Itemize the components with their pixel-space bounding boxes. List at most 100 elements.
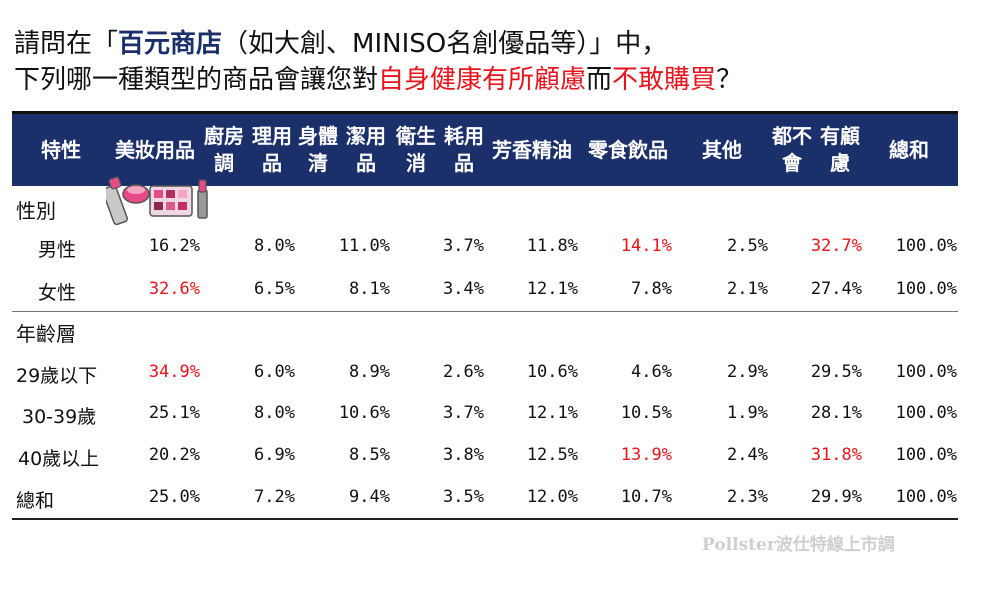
table-cell: 8.5%	[349, 445, 390, 465]
table-cell: 6.5%	[254, 279, 295, 299]
table-cell: 10.5%	[620, 403, 672, 423]
column-header-line: 芳香	[492, 137, 532, 162]
table-divider	[12, 518, 958, 520]
table-cell: 1.9%	[727, 403, 768, 423]
table-cell: 12.1%	[526, 403, 578, 423]
table-cell: 2.1%	[727, 279, 768, 299]
table-cell: 2.9%	[727, 362, 768, 382]
table-cell: 25.1%	[148, 403, 200, 423]
column-header-line: 有顧慮	[820, 124, 860, 175]
table-cell: 32.7%	[810, 236, 862, 256]
column-header: 身體清 潔用品	[294, 114, 390, 186]
column-header-line: 特性	[41, 137, 81, 162]
group-label: 年齡層	[16, 322, 76, 346]
table-cell: 3.8%	[443, 445, 484, 465]
column-header: 芳香 精油	[484, 114, 580, 186]
table-cell: 16.2%	[148, 236, 200, 256]
table-cell: 29.5%	[810, 362, 862, 382]
table-cell: 20.2%	[148, 445, 200, 465]
table-header: 特性 美妝 用品 廚房調 理用品 身體清 潔用品 衛生消 耗用品 芳香 精油 零食 飲品 其他 都不會 有顧慮…	[12, 111, 958, 186]
column-header-line: 廚房調	[204, 124, 244, 175]
table-divider	[12, 311, 958, 312]
title-text: ？	[716, 65, 743, 95]
table-cell: 2.4%	[727, 445, 768, 465]
table-cell: 2.5%	[727, 236, 768, 256]
column-header: 特性	[13, 114, 109, 186]
table-cell: 32.6%	[148, 279, 200, 299]
table-cell: 12.1%	[526, 279, 578, 299]
column-header: 都不會 有顧慮	[768, 114, 864, 186]
table-cell: 3.7%	[443, 236, 484, 256]
table-cell: 9.4%	[349, 487, 390, 507]
table-cell: 100.0%	[895, 236, 957, 256]
table-cell: 2.6%	[443, 362, 484, 382]
table-cell: 8.1%	[349, 279, 390, 299]
column-header-line: 耗用品	[444, 124, 484, 175]
title-text: 下列哪一種類型的商品會讓您對	[14, 65, 379, 95]
table-cell: 27.4%	[810, 279, 862, 299]
table-cell: 3.7%	[443, 403, 484, 423]
table-cell: 8.0%	[254, 236, 295, 256]
row-label: 29歲以下	[16, 365, 98, 387]
title-text: （如大創、MINISO名創優品等）」中，	[222, 29, 668, 59]
table-cell: 7.8%	[631, 279, 672, 299]
row-label: 女性	[38, 282, 77, 304]
column-header-line: 衛生消	[396, 124, 436, 175]
table-cell: 8.0%	[254, 403, 295, 423]
table-cell: 100.0%	[895, 487, 957, 507]
table-cell: 10.6%	[338, 403, 390, 423]
column-header: 零食 飲品	[580, 114, 676, 186]
table-cell: 11.0%	[338, 236, 390, 256]
table-cell: 10.7%	[620, 487, 672, 507]
table-cell: 3.5%	[443, 487, 484, 507]
table-cell: 100.0%	[895, 362, 957, 382]
column-header-line: 總和	[889, 137, 929, 162]
table-cell: 13.9%	[620, 445, 672, 465]
row-label: 男性	[38, 239, 77, 261]
table-cell: 6.0%	[254, 362, 295, 382]
title-highlight: 自身健康有所顧慮	[378, 65, 587, 95]
table-cell: 3.4%	[443, 279, 484, 299]
table-cell: 28.1%	[810, 403, 862, 423]
title-line-2: 下列哪一種類型的商品會讓您對自身健康有所顧慮而不敢購買？	[14, 62, 742, 98]
column-header-line: 身體清	[298, 124, 338, 175]
column-header-line: 潔用品	[346, 124, 386, 175]
column-header-line: 零食	[588, 137, 628, 162]
table-cell: 25.0%	[148, 487, 200, 507]
column-header-line: 用品	[155, 137, 195, 162]
group-label: 性別	[16, 199, 56, 223]
watermark: Pollster波仕特線上市調	[702, 535, 895, 555]
table-cell: 2.3%	[727, 487, 768, 507]
table-cell: 6.9%	[254, 445, 295, 465]
table-cell: 29.9%	[810, 487, 862, 507]
title-text: 請問在「	[14, 29, 119, 59]
table-cell: 100.0%	[895, 279, 957, 299]
table-cell: 12.5%	[526, 445, 578, 465]
row-label: 30-39歲	[22, 406, 97, 428]
cosmetics-icon	[106, 176, 208, 226]
chart-title: 請問在「百元商店（如大創、MINISO名創優品等）」中， 下列哪一種類型的商品會…	[14, 26, 742, 98]
column-header: 總和	[861, 114, 957, 186]
title-line-1: 請問在「百元商店（如大創、MINISO名創優品等）」中，	[14, 26, 742, 62]
table-cell: 10.6%	[526, 362, 578, 382]
table-cell: 31.8%	[810, 445, 862, 465]
column-header: 廚房調 理用品	[200, 114, 296, 186]
table-cell: 34.9%	[148, 362, 200, 382]
row-label: 40歲以上	[18, 448, 100, 470]
table-cell: 4.6%	[631, 362, 672, 382]
column-header-line: 飲品	[628, 137, 668, 162]
column-header-line: 其他	[702, 137, 742, 162]
row-label: 總和	[16, 490, 55, 512]
column-header: 其他	[674, 114, 770, 186]
column-header-line: 都不會	[772, 124, 812, 175]
table-cell: 14.1%	[620, 236, 672, 256]
table-cell: 7.2%	[254, 487, 295, 507]
table-cell: 100.0%	[895, 445, 957, 465]
column-header-line: 理用品	[252, 124, 292, 175]
table-cell: 12.0%	[526, 487, 578, 507]
column-header-line: 精油	[532, 137, 572, 162]
column-header: 美妝 用品	[107, 114, 203, 186]
column-header: 衛生消 耗用品	[392, 114, 488, 186]
title-highlight: 不敢購買	[612, 65, 717, 95]
title-store-type: 百元商店	[118, 29, 223, 59]
